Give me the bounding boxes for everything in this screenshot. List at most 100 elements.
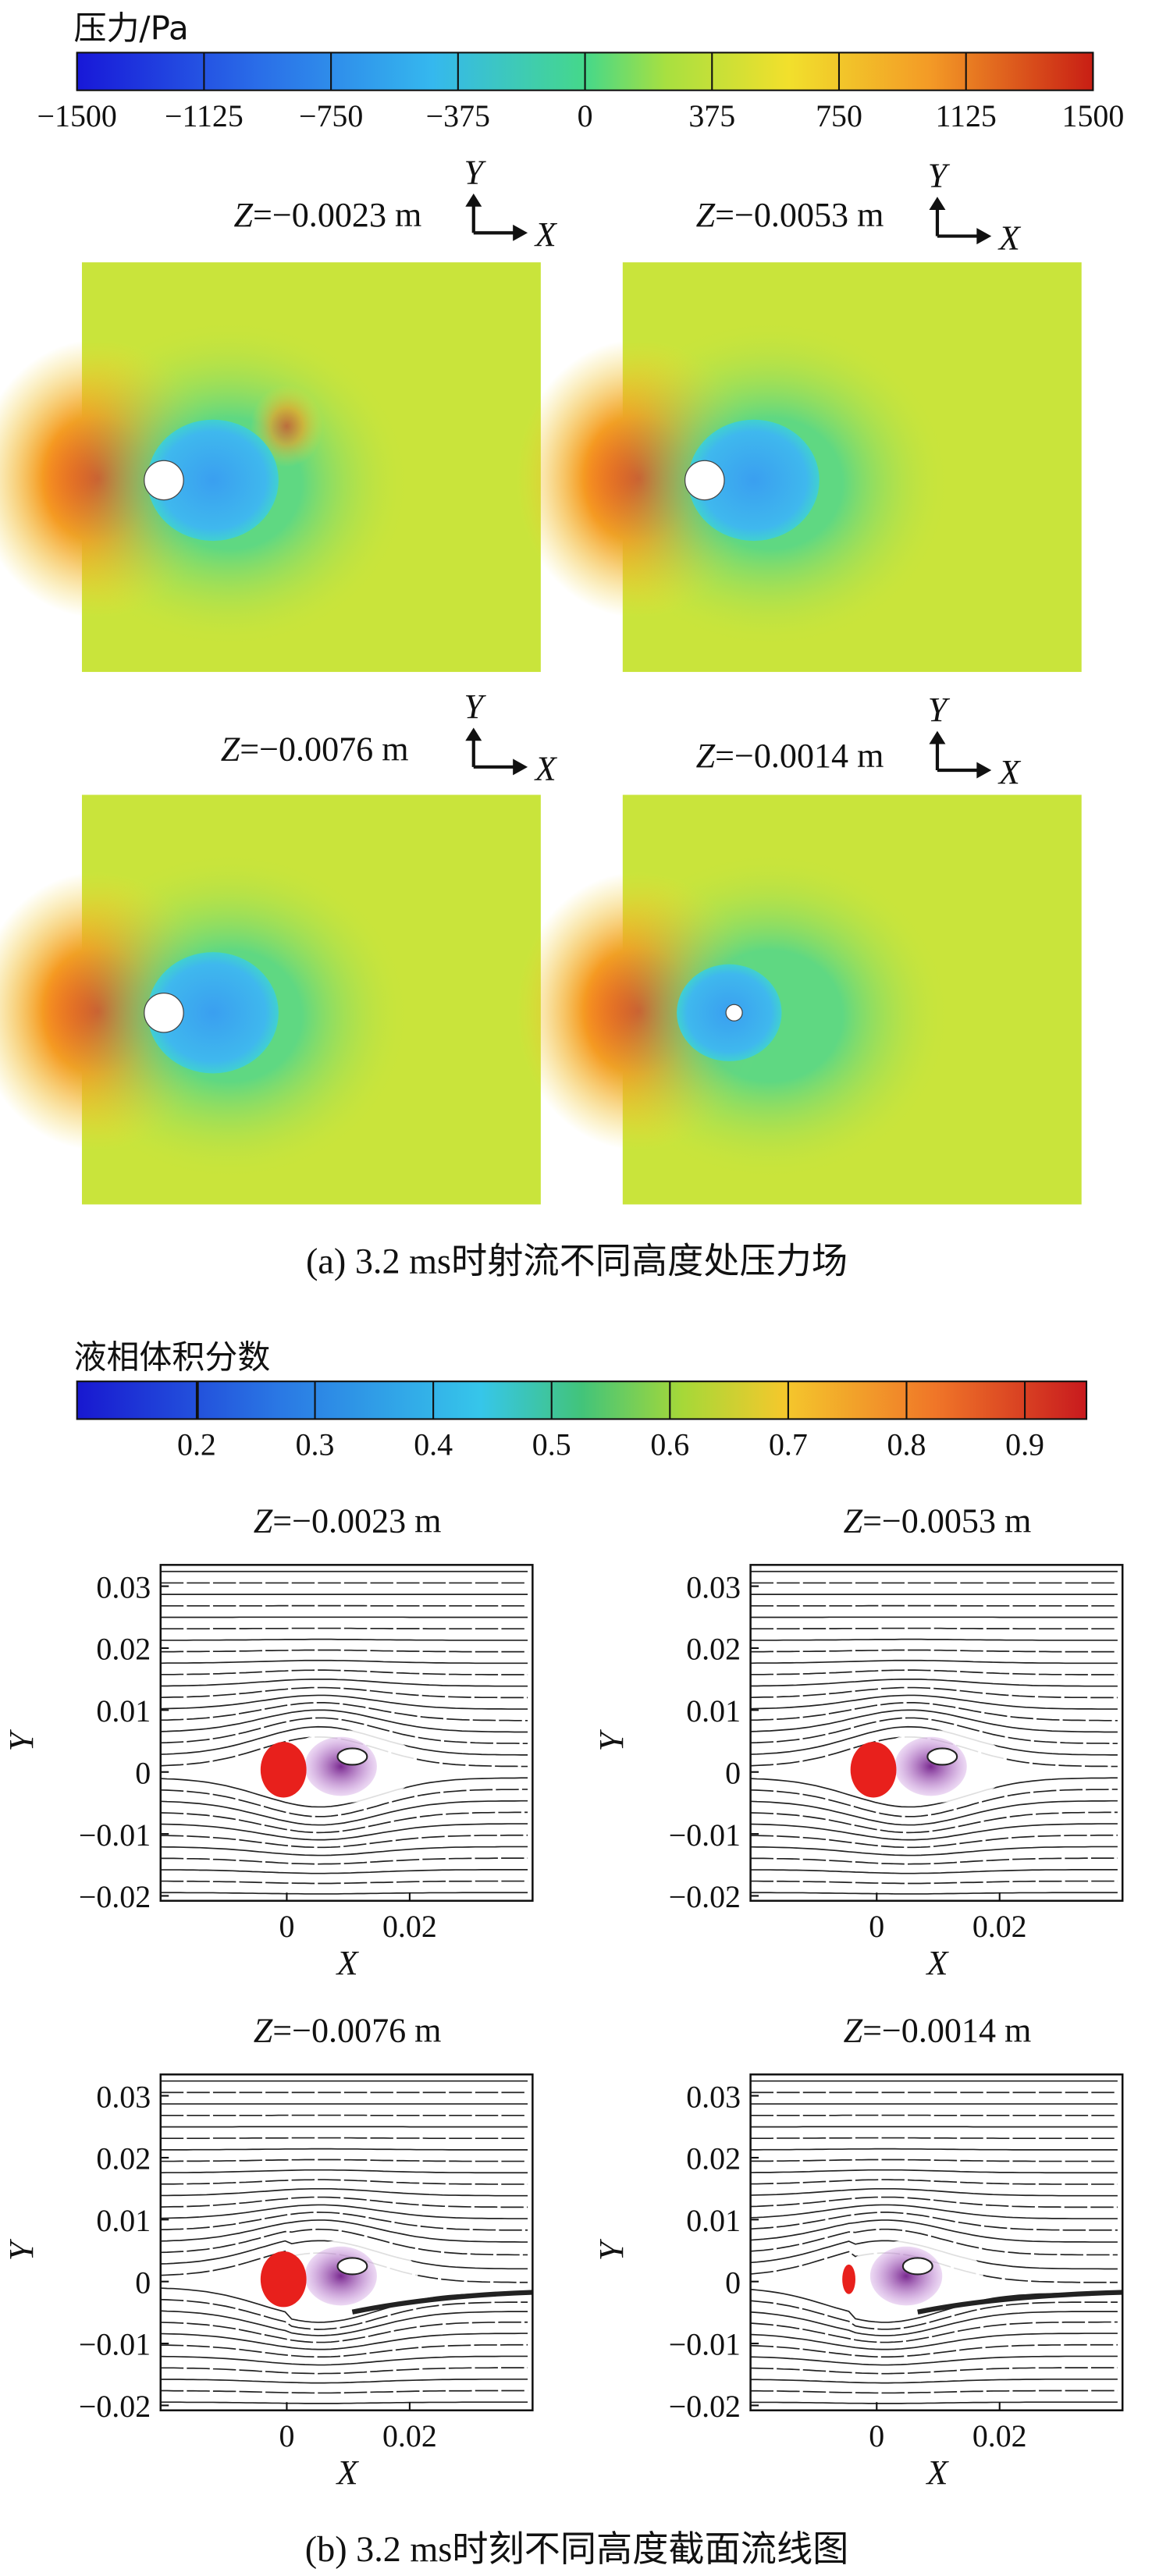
streamline	[750, 2148, 1118, 2151]
streamline	[160, 1857, 528, 1865]
streamline	[160, 2188, 528, 2197]
streamline	[750, 1659, 1118, 1665]
y-tick-label: 0.03	[686, 1569, 741, 1604]
liquid-jet	[260, 1742, 307, 1798]
x-tick-label: 0	[279, 1909, 294, 1944]
plot-title: Z=−0.0014 m	[844, 2011, 1032, 2049]
pressure-contour	[516, 794, 1082, 1205]
x-tick-label: 0.02	[972, 1909, 1027, 1944]
y-tick-label: 0.03	[96, 2079, 151, 2114]
plot-area	[750, 2080, 1123, 2404]
low-pressure-zone	[147, 419, 279, 542]
x-tick-label: 0.02	[382, 1909, 437, 1944]
streamline	[160, 1869, 528, 1874]
x-tick-label: 0	[869, 1909, 884, 1944]
z-symbol: Z	[221, 730, 240, 768]
axis-symbol: X	[997, 219, 1022, 257]
streamline	[750, 2212, 1118, 2231]
streamline	[160, 2389, 528, 2394]
streamline	[750, 2355, 1118, 2366]
wake-vortex	[304, 2246, 377, 2306]
colorbar-title: 压力/Pa	[73, 9, 188, 48]
y-axis-label: Y	[2, 1729, 41, 1751]
axis-arrow	[929, 730, 992, 779]
z-symbol: Z	[254, 2011, 273, 2049]
x-axis-label: X	[925, 1944, 949, 1982]
plot-title: Z=−0.0023 m	[234, 196, 422, 234]
colorbar-tick-label: −375	[426, 98, 490, 133]
colorbar-tick-label: 750	[816, 98, 862, 133]
streamline	[160, 2343, 528, 2358]
colorbar-tick-label: 0.8	[887, 1427, 926, 1462]
streamline	[160, 2219, 528, 2243]
colorbar-tick-label: 0.4	[414, 1427, 453, 1462]
wake-core	[926, 1747, 958, 1766]
pressure-contour	[516, 262, 1082, 673]
streamline-plot: 0.03 0.02 0.01 0 −0.01 −0.02 0 0.02 X Y	[2, 1564, 534, 1982]
streamline	[750, 1709, 1118, 1733]
streamline	[750, 1811, 1118, 1834]
streamline	[160, 2196, 528, 2208]
colorbar-tick-label: 0.5	[532, 1427, 571, 1462]
pressure-contour	[0, 262, 541, 673]
axis-symbol: Y	[928, 691, 951, 729]
streamline	[750, 1880, 1118, 1885]
plot-frame	[159, 2073, 534, 2411]
streamline	[750, 1777, 1118, 1808]
streamline	[750, 1834, 1118, 1849]
wake-core	[336, 2257, 368, 2276]
x-axis-label: X	[925, 2453, 949, 2492]
streamline	[160, 2169, 528, 2174]
jet	[144, 460, 184, 501]
y-tick-label: −0.01	[669, 1817, 741, 1853]
colorbar-tick-label: 0.6	[650, 1427, 689, 1462]
y-axis-label: Y	[592, 2238, 631, 2261]
caption: (b) 3.2 ms时刻不同高度截面流线图	[305, 2529, 849, 2569]
y-tick-label: 0.03	[96, 1569, 151, 1604]
plot-title: Z=−0.0053 m	[696, 196, 884, 234]
x-tick-label: 0	[869, 2418, 884, 2453]
streamline	[160, 1659, 528, 1665]
z-value: =−0.0076 m	[272, 2011, 441, 2049]
streamline	[750, 2159, 1118, 2162]
jet-trail	[351, 2290, 533, 2315]
x-axis-label: X	[336, 1944, 360, 1982]
streamline	[160, 2228, 528, 2256]
streamline	[160, 1823, 528, 1841]
z-symbol: Z	[696, 737, 716, 775]
streamline	[160, 1811, 528, 1834]
streamline	[750, 2333, 1118, 2350]
plot-frame	[159, 1564, 534, 1903]
colorbar-tick-label: −750	[299, 98, 363, 133]
streamline	[750, 2137, 1118, 2140]
streamline	[750, 2401, 1118, 2404]
z-value: =−0.0023 m	[253, 196, 421, 234]
streamline	[160, 1717, 528, 1745]
streamline	[750, 1717, 1118, 1745]
streamline	[160, 1725, 528, 1756]
plot-frame	[749, 1564, 1124, 1903]
streamline	[160, 2148, 528, 2151]
plot-area	[750, 1570, 1118, 1905]
colorbar-tick-label: −1125	[165, 98, 244, 133]
z-symbol: Z	[844, 1501, 863, 1540]
axis-symbol: Y	[928, 157, 951, 195]
streamline	[750, 2343, 1118, 2358]
y-tick-label: 0.02	[96, 1632, 151, 1667]
y-tick-label: −0.01	[79, 2327, 151, 2362]
streamline	[750, 1869, 1118, 1874]
streamline	[160, 1789, 528, 1817]
z-value: =−0.0023 m	[272, 1501, 441, 1540]
streamline	[750, 1846, 1118, 1856]
colorbar-tick-label: −1500	[37, 98, 117, 133]
streamline-plot: 0.03 0.02 0.01 0 −0.01 −0.02 0 0.02 X Y	[592, 1564, 1124, 1982]
streamline-plot: 0.03 0.02 0.01 0 −0.01 −0.02 0 0.02 X Y	[2, 2073, 534, 2492]
streamline	[750, 2321, 1118, 2343]
streamline	[751, 1904, 1118, 1905]
y-tick-label: −0.02	[669, 2389, 741, 2424]
streamline	[160, 2298, 528, 2330]
jet	[725, 1004, 743, 1022]
z-value: =−0.0014 m	[715, 737, 884, 775]
z-symbol: Z	[234, 196, 254, 234]
